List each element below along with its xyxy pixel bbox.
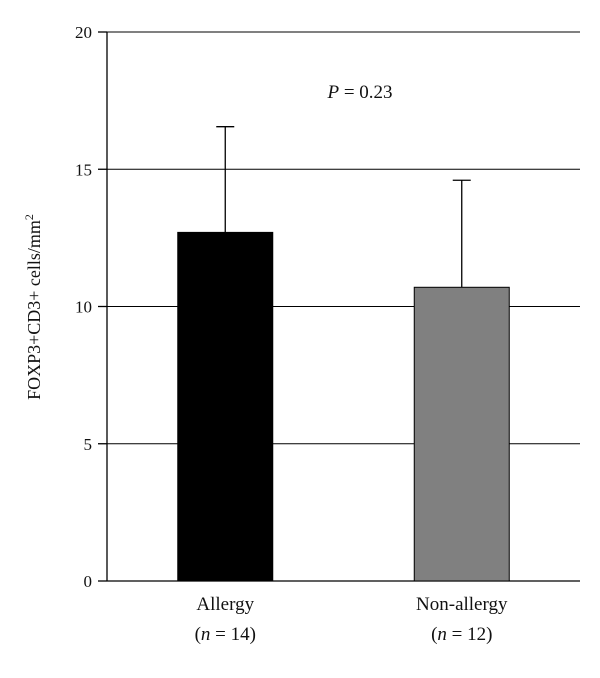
y-tick-label: 20 bbox=[75, 23, 92, 42]
category-label: Non-allergy bbox=[416, 594, 508, 615]
y-axis-label: FOXP3+CD3+ cells/mm2 bbox=[22, 214, 44, 400]
y-tick-label: 10 bbox=[75, 298, 92, 317]
y-tick-label: 5 bbox=[84, 435, 93, 454]
category-label: Allergy bbox=[196, 594, 254, 615]
y-axis-ticks: 0 5 10 15 20 bbox=[75, 23, 107, 591]
sample-size-label: (n = 12) bbox=[431, 624, 492, 645]
x-axis-labels: Allergy (n = 14) Non-allergy (n = 12) bbox=[195, 594, 508, 645]
bars bbox=[177, 231, 510, 582]
bar-allergy bbox=[177, 231, 274, 582]
y-tick-label: 15 bbox=[75, 160, 92, 179]
bar-non-allergy bbox=[413, 286, 510, 582]
error-bars bbox=[216, 126, 471, 288]
p-value-annotation: P = 0.23 bbox=[326, 82, 392, 103]
sample-size-label: (n = 14) bbox=[195, 624, 256, 645]
y-tick-label: 0 bbox=[84, 572, 93, 591]
